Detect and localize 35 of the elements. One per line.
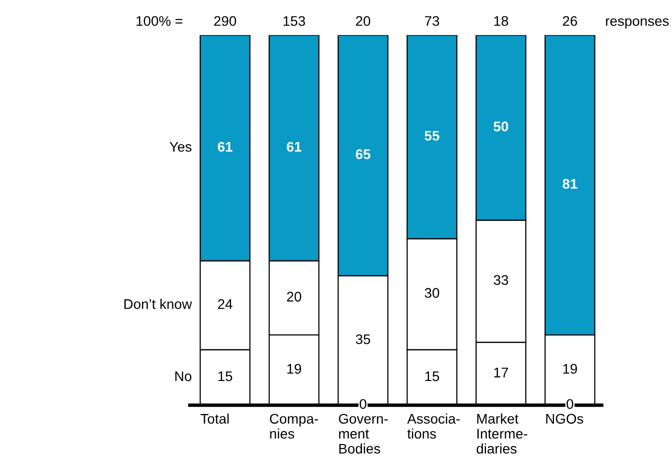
- data-label: 61: [218, 142, 232, 152]
- data-label: 35: [356, 334, 370, 344]
- series-label: Yes: [170, 142, 192, 152]
- x-tick-label: NGOs: [546, 414, 584, 424]
- text: responses: [606, 18, 669, 29]
- data-label: 19: [287, 364, 302, 374]
- annotation: 0: [566, 399, 574, 409]
- series-label: No: [175, 371, 192, 382]
- text: 100% =: [136, 16, 182, 26]
- text: 153: [284, 16, 306, 26]
- data-label: 30: [424, 288, 440, 298]
- data-label: 24: [218, 299, 232, 309]
- x-tick-label: Market Interme- diaries: [476, 414, 528, 454]
- text: 290: [214, 16, 236, 26]
- x-tick-label: Associa- tions: [407, 414, 460, 439]
- data-label: 19: [563, 364, 577, 374]
- data-label: 15: [425, 371, 440, 382]
- text: 26: [562, 16, 578, 26]
- text: 20: [356, 16, 370, 26]
- data-label: 15: [218, 371, 232, 382]
- x-tick-label: Compa- nies: [270, 414, 318, 439]
- series-label: Don’t know: [124, 298, 192, 309]
- data-label: 65: [356, 149, 370, 160]
- text: 73: [424, 16, 440, 26]
- data-label: 33: [494, 275, 508, 285]
- data-label: 81: [562, 178, 578, 189]
- data-label: 50: [494, 122, 508, 132]
- text: 18: [494, 16, 508, 26]
- x-tick-label: Total: [200, 414, 229, 424]
- data-label: 61: [286, 142, 302, 152]
- data-label: 20: [287, 292, 302, 302]
- data-label: 17: [494, 368, 508, 378]
- data-label: 55: [424, 130, 440, 141]
- annotation: 0: [360, 399, 366, 409]
- x-tick-label: Govern- ment Bodies: [338, 414, 388, 454]
